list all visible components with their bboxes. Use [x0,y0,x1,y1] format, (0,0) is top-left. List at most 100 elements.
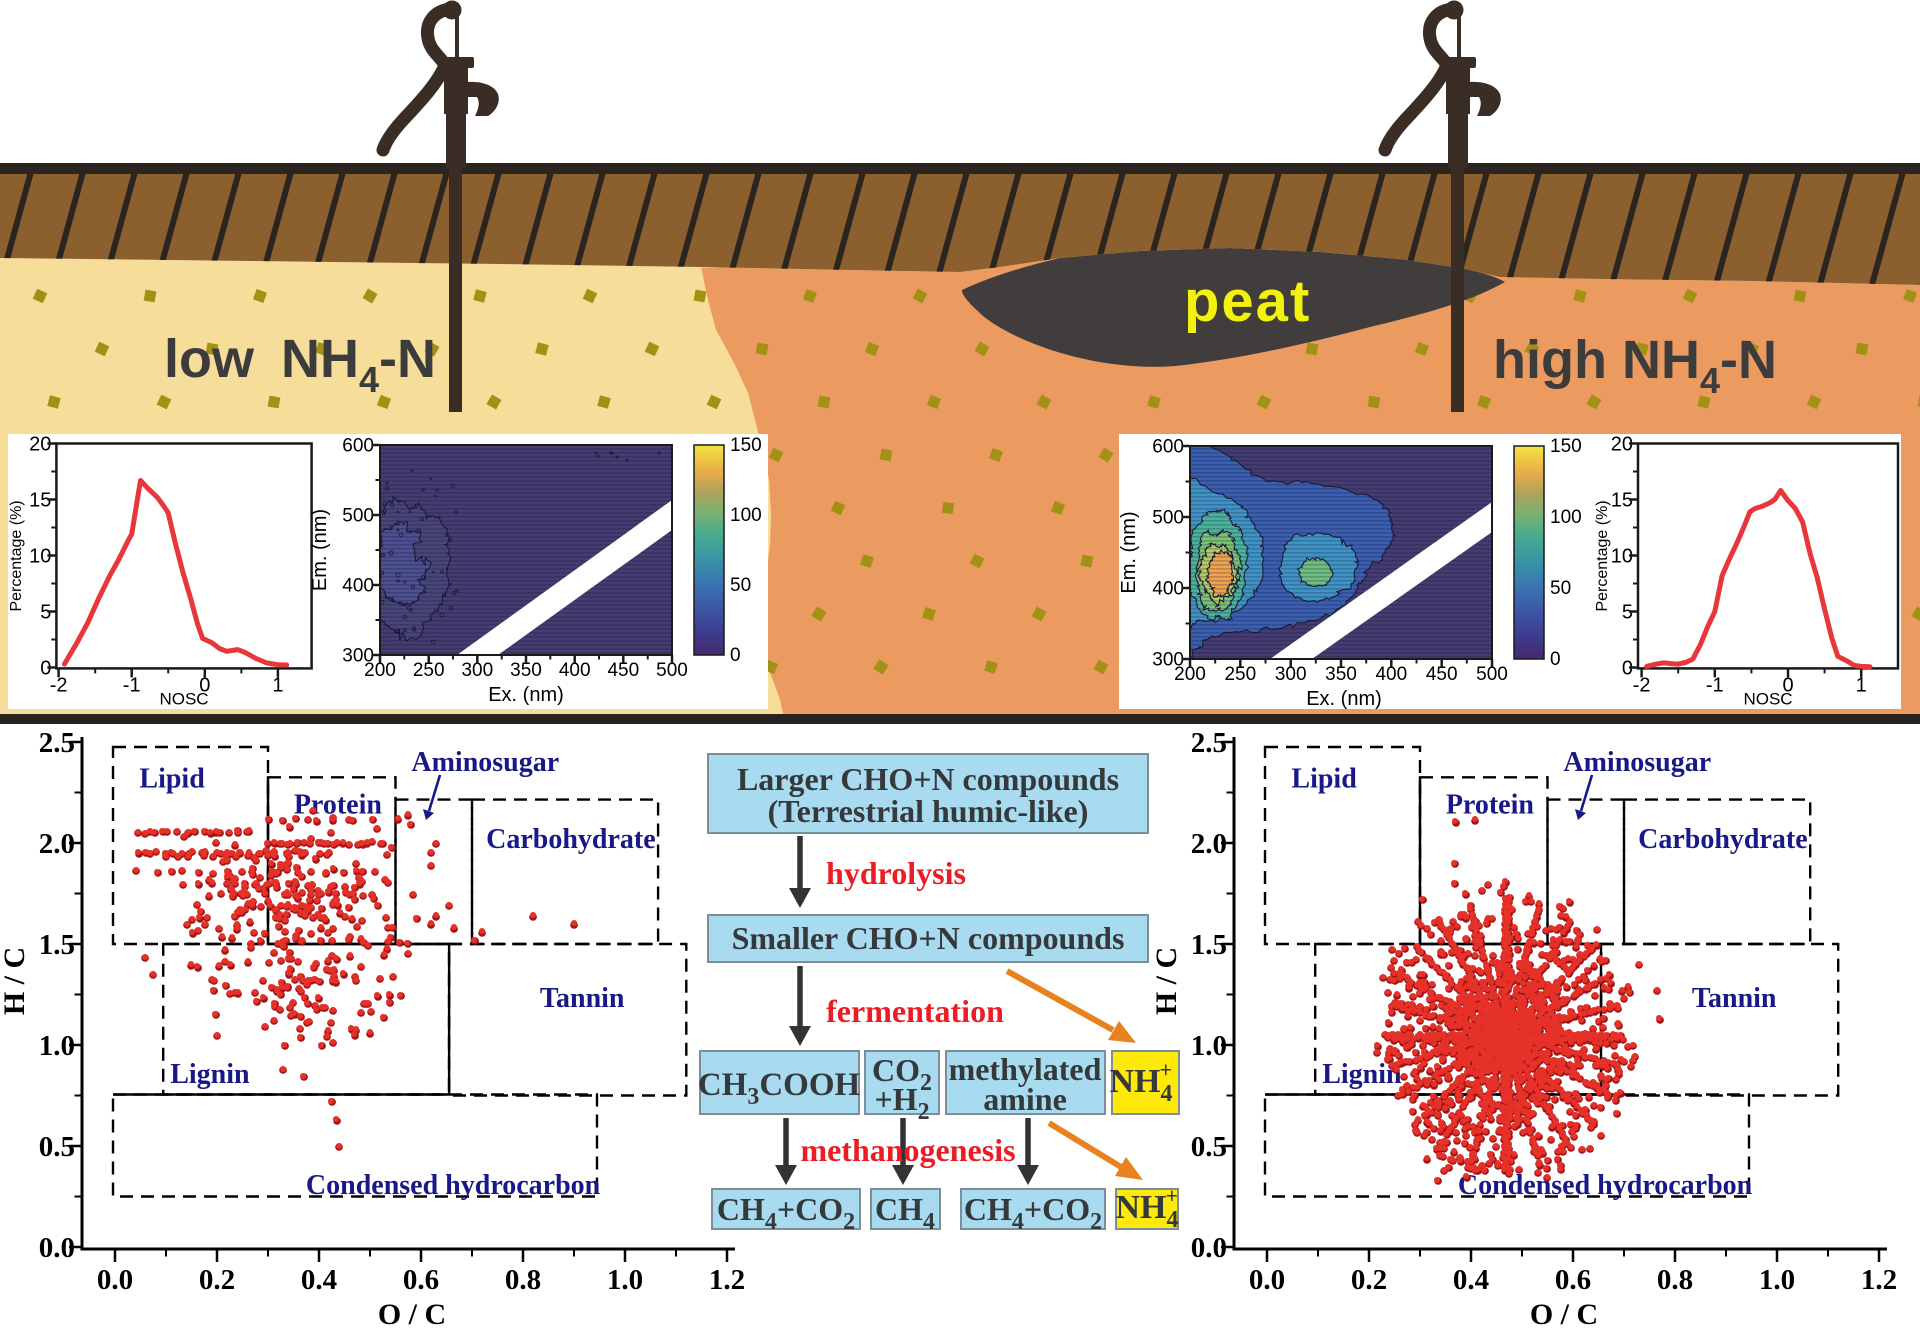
svg-text:15: 15 [29,490,51,512]
svg-text:100: 100 [730,505,762,526]
svg-text:-1: -1 [123,674,141,696]
svg-text:NOSC: NOSC [159,689,208,708]
svg-text:500: 500 [342,506,374,527]
svg-text:2.0: 2.0 [1191,828,1227,860]
svg-text:1.5: 1.5 [1191,929,1227,961]
svg-text:methylated: methylated [949,1051,1102,1087]
svg-text:400: 400 [1152,579,1184,600]
svg-text:150: 150 [1550,436,1582,457]
svg-text:Tannin: Tannin [1692,983,1777,1014]
svg-text:fermentation: fermentation [826,993,1004,1029]
svg-text:1.2: 1.2 [709,1264,745,1296]
svg-text:400: 400 [1375,664,1407,685]
svg-text:5: 5 [1622,602,1633,624]
svg-text:0.0: 0.0 [39,1232,75,1264]
svg-text:Carbohydrate: Carbohydrate [1638,824,1808,855]
svg-text:Larger CHO+N compounds: Larger CHO+N compounds [737,761,1119,797]
svg-text:Protein: Protein [294,790,383,821]
svg-text:500: 500 [1152,508,1184,529]
svg-text:50: 50 [730,575,751,596]
svg-text:-1: -1 [1706,674,1724,696]
svg-text:15: 15 [1611,490,1633,512]
svg-text:500: 500 [656,660,688,681]
svg-text:0: 0 [1550,649,1561,670]
svg-text:20: 20 [29,434,51,456]
svg-text:0.0: 0.0 [1249,1264,1285,1296]
svg-text:NH4+: NH4+ [1116,1183,1179,1233]
svg-text:O / C: O / C [1530,1298,1598,1331]
svg-text:400: 400 [559,660,591,681]
svg-text:0.8: 0.8 [505,1264,541,1296]
svg-text:Em. (nm): Em. (nm) [1118,511,1140,593]
svg-text:0.5: 0.5 [39,1131,75,1163]
svg-text:1.0: 1.0 [1191,1030,1227,1062]
svg-text:300: 300 [1152,650,1184,671]
svg-text:0.2: 0.2 [199,1264,235,1296]
svg-text:Lipid: Lipid [1291,763,1357,794]
svg-text:0: 0 [1622,658,1633,680]
svg-text:Ex. (nm): Ex. (nm) [488,684,564,706]
svg-text:O / C: O / C [378,1298,446,1331]
svg-text:450: 450 [607,660,639,681]
svg-text:high NH4-N: high NH4-N [1493,330,1777,401]
svg-text:450: 450 [1426,664,1458,685]
svg-text:Smaller CHO+N compounds: Smaller CHO+N compounds [732,920,1125,956]
svg-text:0.0: 0.0 [1191,1232,1227,1264]
svg-text:0.5: 0.5 [1191,1131,1227,1163]
svg-text:250: 250 [1224,664,1256,685]
svg-text:0.4: 0.4 [301,1264,337,1296]
svg-text:amine: amine [983,1081,1067,1117]
svg-text:0.0: 0.0 [97,1264,133,1296]
svg-text:350: 350 [510,660,542,681]
svg-text:0.2: 0.2 [1351,1264,1387,1296]
svg-text:low NH4-N: low NH4-N [164,329,436,400]
svg-text:1.0: 1.0 [39,1030,75,1062]
svg-text:Ex. (nm): Ex. (nm) [1306,688,1382,710]
svg-text:0.4: 0.4 [1453,1264,1489,1296]
svg-text:NH4+: NH4+ [1110,1057,1173,1107]
svg-text:100: 100 [1550,507,1582,528]
svg-text:1.0: 1.0 [607,1264,643,1296]
svg-text:350: 350 [1325,664,1357,685]
svg-text:0: 0 [40,658,51,680]
svg-text:Lignin: Lignin [170,1059,250,1090]
svg-text:400: 400 [342,576,374,597]
svg-text:50: 50 [1550,578,1571,599]
svg-text:methanogenesis: methanogenesis [800,1132,1015,1168]
svg-text:Em. (nm): Em. (nm) [309,509,331,591]
svg-text:0.8: 0.8 [1657,1264,1693,1296]
svg-text:600: 600 [1152,437,1184,458]
svg-text:10: 10 [29,546,51,568]
svg-text:250: 250 [413,660,445,681]
svg-text:2.5: 2.5 [39,727,75,759]
svg-text:200: 200 [364,660,396,681]
svg-text:300: 300 [342,646,374,667]
svg-text:2.5: 2.5 [1191,727,1227,759]
svg-text:1: 1 [272,674,283,696]
svg-text:2.0: 2.0 [39,828,75,860]
svg-text:5: 5 [40,602,51,624]
svg-text:0: 0 [199,674,210,696]
svg-text:150: 150 [730,435,762,456]
svg-text:300: 300 [461,660,493,681]
svg-text:H / C: H / C [1150,947,1183,1015]
svg-text:CH3​COOH: CH3​COOH [698,1067,861,1110]
svg-text:20: 20 [1611,434,1633,456]
svg-text:Percentage (%): Percentage (%) [8,500,25,611]
svg-text:Tannin: Tannin [540,983,625,1014]
svg-text:hydrolysis: hydrolysis [826,855,966,891]
svg-text:0.6: 0.6 [1555,1264,1591,1296]
svg-text:peat: peat [1184,269,1311,334]
svg-text:0.6: 0.6 [403,1264,439,1296]
svg-text:1: 1 [1856,674,1867,696]
svg-text:-2: -2 [50,674,68,696]
svg-text:Carbohydrate: Carbohydrate [486,824,656,855]
svg-text:Lipid: Lipid [139,763,205,794]
svg-text:10: 10 [1611,546,1633,568]
svg-text:Percentage (%): Percentage (%) [1594,500,1611,611]
svg-text:200: 200 [1174,664,1206,685]
svg-text:Protein: Protein [1446,790,1535,821]
svg-text:Aminosugar: Aminosugar [1563,747,1711,778]
svg-text:H / C: H / C [0,947,31,1015]
svg-text:Condensed hydrocarbon: Condensed hydrocarbon [306,1170,601,1201]
